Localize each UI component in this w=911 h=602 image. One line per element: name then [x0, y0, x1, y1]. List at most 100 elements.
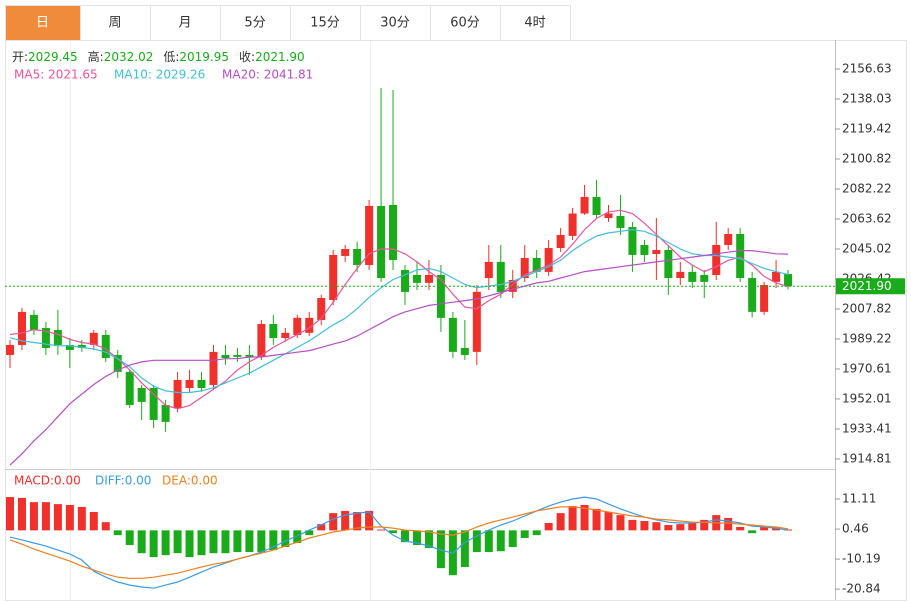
tab[interactable]: 4时 [500, 5, 571, 41]
tab-label[interactable]: 30分 [380, 16, 410, 31]
macd-bar [185, 530, 194, 558]
macd-bar [736, 526, 745, 531]
macd-bar [197, 530, 206, 556]
candle-body [353, 249, 362, 265]
candle-body [293, 317, 302, 335]
macd-bar [329, 513, 338, 531]
tab-label[interactable]: 4时 [524, 16, 545, 31]
tab-label[interactable]: 15分 [310, 16, 340, 31]
macd-bar [365, 510, 374, 531]
macd-bar [688, 522, 697, 531]
macd-bar [77, 506, 86, 531]
tab-label[interactable]: 日 [36, 16, 49, 31]
last-price-box [836, 278, 905, 295]
candle-body [520, 258, 529, 279]
y-tick-label: 2156.63 [842, 61, 892, 75]
candle-body [185, 379, 194, 389]
candle-body [29, 314, 38, 330]
tab[interactable]: 30分 [360, 5, 431, 41]
tab[interactable]: 月 [150, 5, 221, 41]
macd-bar [281, 530, 290, 547]
line [9, 506, 789, 579]
macd-bar [748, 530, 757, 534]
tab-label[interactable]: 周 [108, 16, 121, 31]
info-value: 2029.45 [28, 50, 78, 64]
candle-body [17, 311, 26, 345]
candle-body [700, 274, 709, 282]
candle-body [712, 244, 721, 275]
macd-bar [293, 530, 302, 544]
tab[interactable]: 日 [5, 5, 81, 41]
tab[interactable]: 15分 [290, 5, 361, 41]
macd-bar [424, 530, 433, 549]
macd-bar [616, 515, 625, 531]
candle-body [484, 261, 493, 279]
candle-body [436, 274, 445, 318]
candle-body [209, 351, 218, 385]
candle-body [772, 271, 781, 282]
macd-bar [173, 530, 182, 554]
candle-body [496, 261, 505, 292]
macd-bar [101, 522, 110, 531]
y-tick-label: -10.19 [842, 552, 881, 566]
candle-body [724, 234, 733, 245]
y-tick-label: 2082.22 [842, 181, 892, 195]
candle-body [568, 213, 577, 236]
candle-body [604, 213, 613, 219]
macd-bar [520, 530, 529, 538]
candle-body [784, 274, 793, 287]
macd-bar [401, 530, 410, 543]
candle-body [77, 344, 86, 349]
macd-bar [137, 530, 146, 554]
y-tick-label: 0.46 [842, 522, 869, 536]
macd-bar [161, 530, 170, 556]
info-value: 2032.02 [104, 50, 154, 64]
macd-bar [568, 506, 577, 531]
macd-bar [580, 504, 589, 531]
macd-bar [544, 523, 553, 531]
macd-bar [41, 502, 50, 531]
tab-label[interactable]: 60分 [450, 16, 480, 31]
candle-body [137, 388, 146, 402]
tab-box [500, 5, 571, 41]
macd-bar [209, 530, 218, 554]
macd-bar [53, 504, 62, 531]
candle-body [424, 274, 433, 283]
candle-body [113, 354, 122, 372]
macd-bar [245, 530, 254, 553]
macd-bar [604, 512, 613, 531]
tab-box [290, 5, 361, 41]
candle-body [173, 379, 182, 409]
y-tick-label: 1970.61 [842, 361, 892, 375]
y-tick-label: 2063.62 [842, 211, 892, 225]
y-tick-label: 1933.41 [842, 421, 892, 435]
macd-bar [664, 524, 673, 531]
info-value: 2021.90 [255, 50, 305, 64]
macd-bar [412, 530, 421, 546]
y-tick-label: 2007.82 [842, 301, 892, 315]
macd-bar [257, 530, 266, 553]
candle-body [532, 258, 541, 272]
tab[interactable]: 5分 [220, 5, 291, 41]
y-tick-label: 2100.82 [842, 151, 892, 165]
macd-bar [484, 530, 493, 553]
macd-bar [377, 529, 386, 531]
candle-body [53, 329, 62, 345]
candle-body [341, 249, 350, 256]
tab-label[interactable]: 月 [178, 16, 191, 31]
tab[interactable]: 60分 [430, 5, 501, 41]
tab-label[interactable]: 5分 [244, 16, 265, 31]
candle-body [365, 205, 374, 265]
candle-body [281, 332, 290, 339]
macd-bar [389, 530, 398, 534]
tab[interactable]: 周 [80, 5, 151, 41]
candle-body [221, 354, 230, 359]
candle-body [89, 332, 98, 345]
line [9, 209, 789, 410]
macd-bar [29, 502, 38, 531]
macd-bar [125, 530, 134, 546]
candle-body [412, 274, 421, 283]
legend-entry: MA20: 2041.81 [222, 68, 313, 82]
